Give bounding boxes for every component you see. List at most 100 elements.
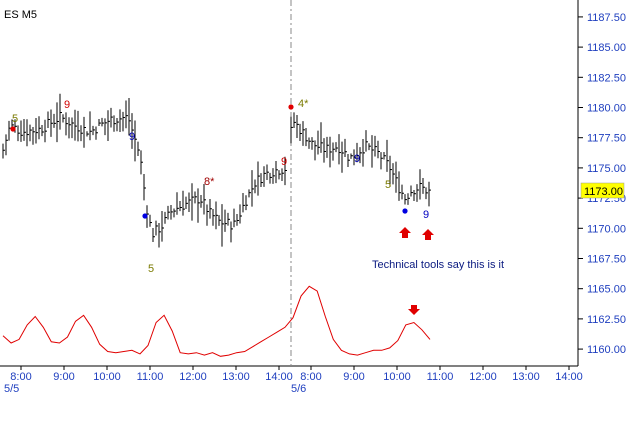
- price-bar: [428, 181, 431, 207]
- y-tick-label: 1182.50: [587, 72, 626, 84]
- up-arrow-icon: [399, 227, 411, 238]
- x-tick-labels: 8:00 9:00 10:00 11:00 12:00 13:00 14:00 …: [10, 371, 582, 383]
- y-tick-label: 1180.00: [587, 103, 626, 115]
- price-bar: [359, 147, 362, 164]
- price-bar: [251, 170, 254, 207]
- price-bar: [155, 220, 158, 236]
- price-bar: [188, 192, 191, 212]
- current-price-tag: [580, 182, 625, 199]
- price-bar: [215, 201, 218, 230]
- price-bar: [398, 171, 401, 201]
- price-bar: [302, 121, 305, 146]
- price-bar: [326, 136, 329, 158]
- price-bar: [290, 116, 293, 144]
- price-bar: [71, 117, 74, 139]
- oscillator-line: [2, 285, 431, 357]
- price-bar: [383, 151, 386, 160]
- price-bar: [308, 137, 311, 149]
- price-bar: [407, 193, 410, 205]
- price-bar: [176, 192, 179, 215]
- x-tick-label: 10:00: [93, 371, 121, 383]
- count-label: 4*: [298, 98, 309, 110]
- y-tick-label: 1170.00: [587, 223, 626, 235]
- price-bar: [404, 194, 407, 205]
- price-bar: [233, 208, 236, 228]
- count-label: 8*: [204, 176, 215, 188]
- price-bar: [347, 154, 350, 167]
- price-bar: [377, 140, 380, 159]
- x-tick-label: 14:00: [265, 371, 293, 383]
- x-tick-marks: [20, 366, 570, 370]
- price-bar: [242, 192, 245, 213]
- price-bar: [203, 184, 206, 215]
- price-bar: [32, 126, 35, 145]
- y-tick-label: 1160.00: [587, 344, 626, 356]
- price-bar: [224, 209, 227, 232]
- price-bar: [134, 120, 137, 162]
- price-bar: [152, 228, 155, 243]
- price-bar: [332, 142, 335, 161]
- price-bar: [185, 196, 188, 210]
- price-bar: [140, 150, 143, 175]
- count-label: 5: [148, 263, 154, 275]
- price-bar: [119, 109, 122, 133]
- price-bar: [221, 204, 224, 247]
- price-bar: [374, 135, 377, 157]
- price-bar: [59, 93, 62, 130]
- price-bar: [317, 130, 320, 155]
- price-bar: [191, 183, 194, 221]
- price-bar: [260, 173, 263, 187]
- price-bar: [47, 111, 50, 128]
- price-bar: [218, 215, 221, 226]
- x-tick-label: 8:00: [10, 371, 31, 383]
- price-bar: [425, 187, 428, 200]
- price-bar: [74, 109, 77, 141]
- price-bar: [20, 120, 23, 142]
- count-label: 9: [354, 153, 360, 165]
- price-bar: [179, 201, 182, 212]
- price-bar: [206, 204, 209, 226]
- price-bar: [329, 136, 332, 168]
- price-bar: [167, 205, 170, 220]
- y-tick-label: 1187.50: [587, 12, 626, 24]
- price-bar: [311, 137, 314, 150]
- price-bar: [26, 119, 29, 147]
- y-tick-label: 1165.00: [587, 284, 626, 296]
- price-bar: [335, 142, 338, 153]
- price-bar: [299, 123, 302, 141]
- x-tick-label: 9:00: [53, 371, 74, 383]
- price-bar: [137, 141, 140, 156]
- price-bar: [197, 188, 200, 223]
- chart-title: ES M5: [4, 9, 37, 21]
- price-bar: [230, 221, 233, 243]
- x-tick-label: 9:00: [343, 371, 364, 383]
- x-tick-label: 11:00: [427, 371, 454, 383]
- price-bar: [104, 118, 107, 136]
- x-tick-label: 8:00: [300, 371, 321, 383]
- price-bar: [122, 111, 125, 132]
- price-bar: [239, 204, 242, 224]
- price-bar: [62, 114, 65, 123]
- price-bar: [416, 184, 419, 202]
- price-bar: [272, 168, 275, 184]
- price-bars: [2, 93, 431, 248]
- price-bar: [125, 100, 128, 129]
- price-bar: [50, 109, 53, 137]
- price-bar: [68, 117, 71, 139]
- price-bar: [395, 161, 398, 193]
- price-bar: [161, 210, 164, 242]
- x-tick-label: 10:00: [383, 371, 411, 383]
- price-bar: [80, 125, 83, 142]
- y-tick-label: 1162.50: [587, 314, 626, 326]
- price-bar: [5, 134, 8, 156]
- price-bar: [113, 115, 116, 132]
- price-bar: [284, 156, 287, 186]
- price-bar: [413, 189, 416, 201]
- down-arrow-icon: [408, 305, 420, 315]
- blue-dot-marker: [402, 208, 408, 214]
- y-tick-label: 1177.50: [587, 133, 626, 145]
- price-bar: [344, 138, 347, 158]
- count-label: 9: [281, 156, 287, 168]
- price-bar: [17, 125, 20, 142]
